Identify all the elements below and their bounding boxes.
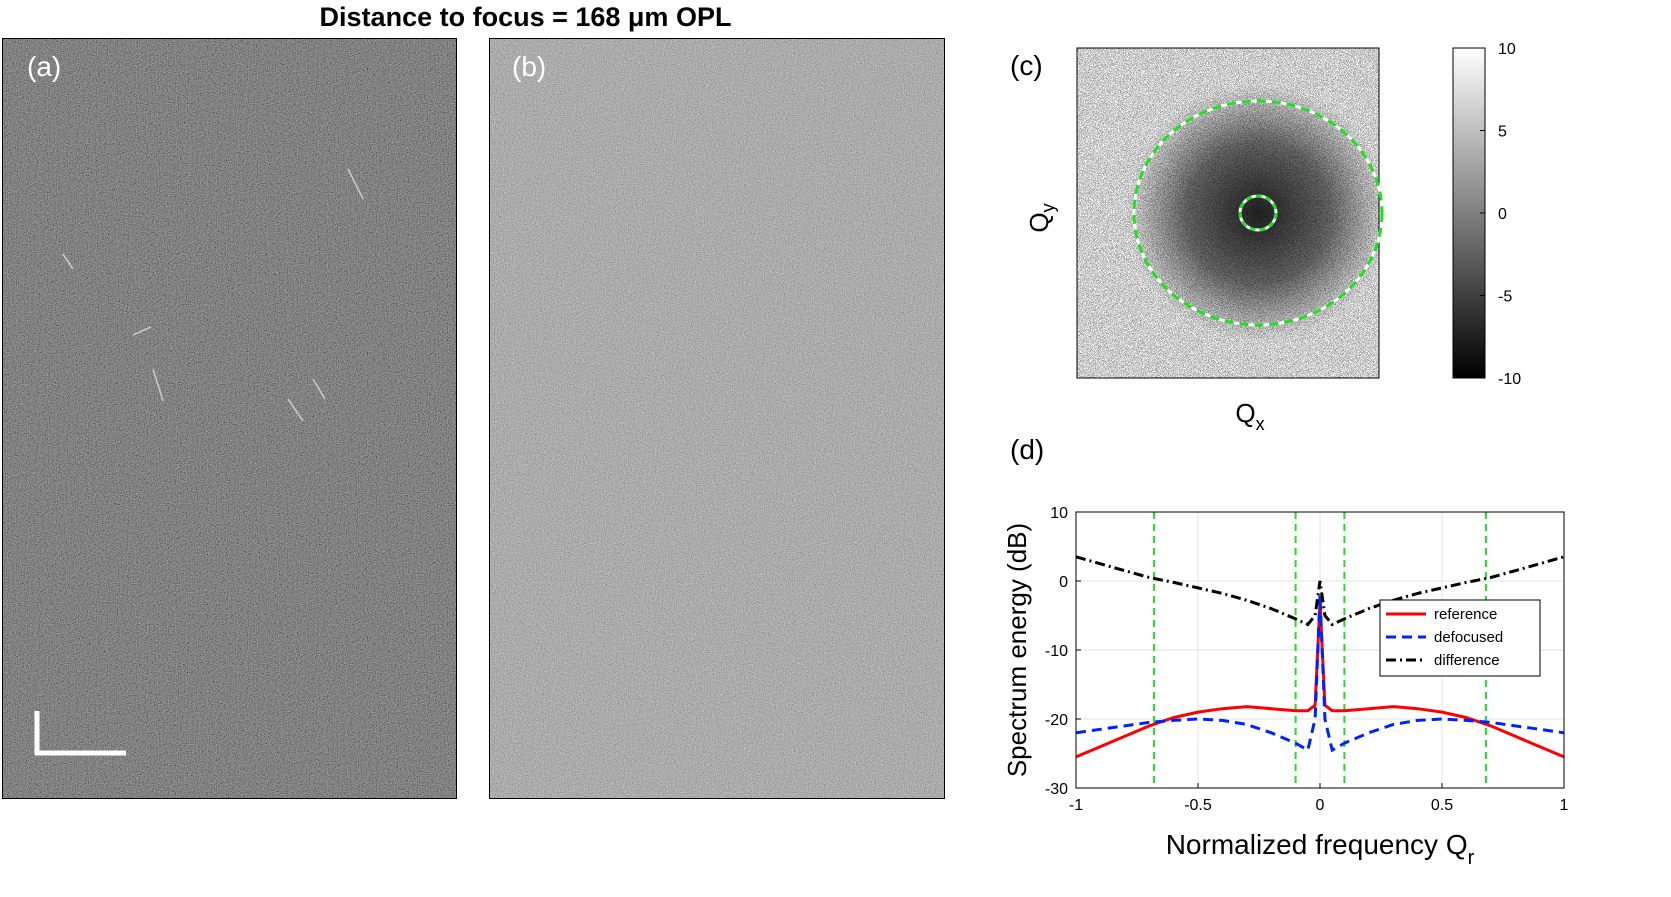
scale-bar bbox=[34, 711, 126, 756]
colorbar-tick-label: 5 bbox=[1498, 124, 1507, 141]
colorbar-tick-label: 10 bbox=[1498, 41, 1516, 58]
figure-title-text: Distance to focus = 168 μm OPL bbox=[319, 2, 732, 32]
panel-c-ylabel: Qy bbox=[1024, 203, 1058, 232]
legend-label-difference: difference bbox=[1434, 652, 1500, 669]
x-tick-label: 1 bbox=[1560, 797, 1569, 814]
y-tick-label: -20 bbox=[1045, 712, 1068, 729]
legend-label-defocused: defocused bbox=[1434, 629, 1503, 646]
series-line-difference bbox=[1075, 555, 1565, 627]
panel-d-ylabel: Spectrum energy (dB) bbox=[1002, 523, 1032, 777]
panel-c-spectrum: 10 5 0 -5 -10 Qy Qx bbox=[1024, 41, 1521, 434]
legend: reference defocused difference bbox=[1379, 599, 1541, 677]
colorbar-tick-label: 0 bbox=[1498, 206, 1507, 223]
panel-b-label: (b) bbox=[512, 51, 547, 82]
x-tick-label: 0 bbox=[1316, 797, 1325, 814]
panel-a-image: (a) bbox=[2, 38, 457, 799]
panel-a-label: (a) bbox=[27, 51, 62, 82]
panel-a-speckle bbox=[3, 39, 456, 798]
panel-d-xlabel: Normalized frequency Qr bbox=[1166, 829, 1475, 869]
figure-title: Distance to focus = 168 μm OPL bbox=[0, 0, 1051, 34]
panel-b-image: (b) bbox=[489, 38, 945, 799]
x-tick-label: 0.5 bbox=[1431, 797, 1453, 814]
series-line-defocused bbox=[1075, 594, 1565, 753]
legend-label-reference: reference bbox=[1434, 606, 1497, 623]
y-tick-label: -30 bbox=[1045, 781, 1068, 798]
panel-d-label: (d) bbox=[1010, 434, 1045, 465]
colorbar bbox=[1452, 47, 1486, 379]
y-tick-label: 10 bbox=[1050, 505, 1068, 522]
colorbar-tick-label: -10 bbox=[1498, 371, 1521, 388]
panel-b-speckle bbox=[490, 39, 944, 798]
panel-d-chart: -1 -0.5 0 0.5 1 -30 -20 -10 0 10 Spectrum energy … bbox=[1002, 505, 1569, 869]
panel-c-label: (c) bbox=[1010, 50, 1043, 81]
y-tick-label: -10 bbox=[1045, 643, 1068, 660]
y-tick-label: 0 bbox=[1059, 574, 1068, 591]
x-tick-label: -1 bbox=[1069, 797, 1083, 814]
colorbar-tick-label: -5 bbox=[1498, 289, 1512, 306]
x-tick-label: -0.5 bbox=[1184, 797, 1212, 814]
panel-c-xlabel: Qx bbox=[1235, 398, 1264, 434]
